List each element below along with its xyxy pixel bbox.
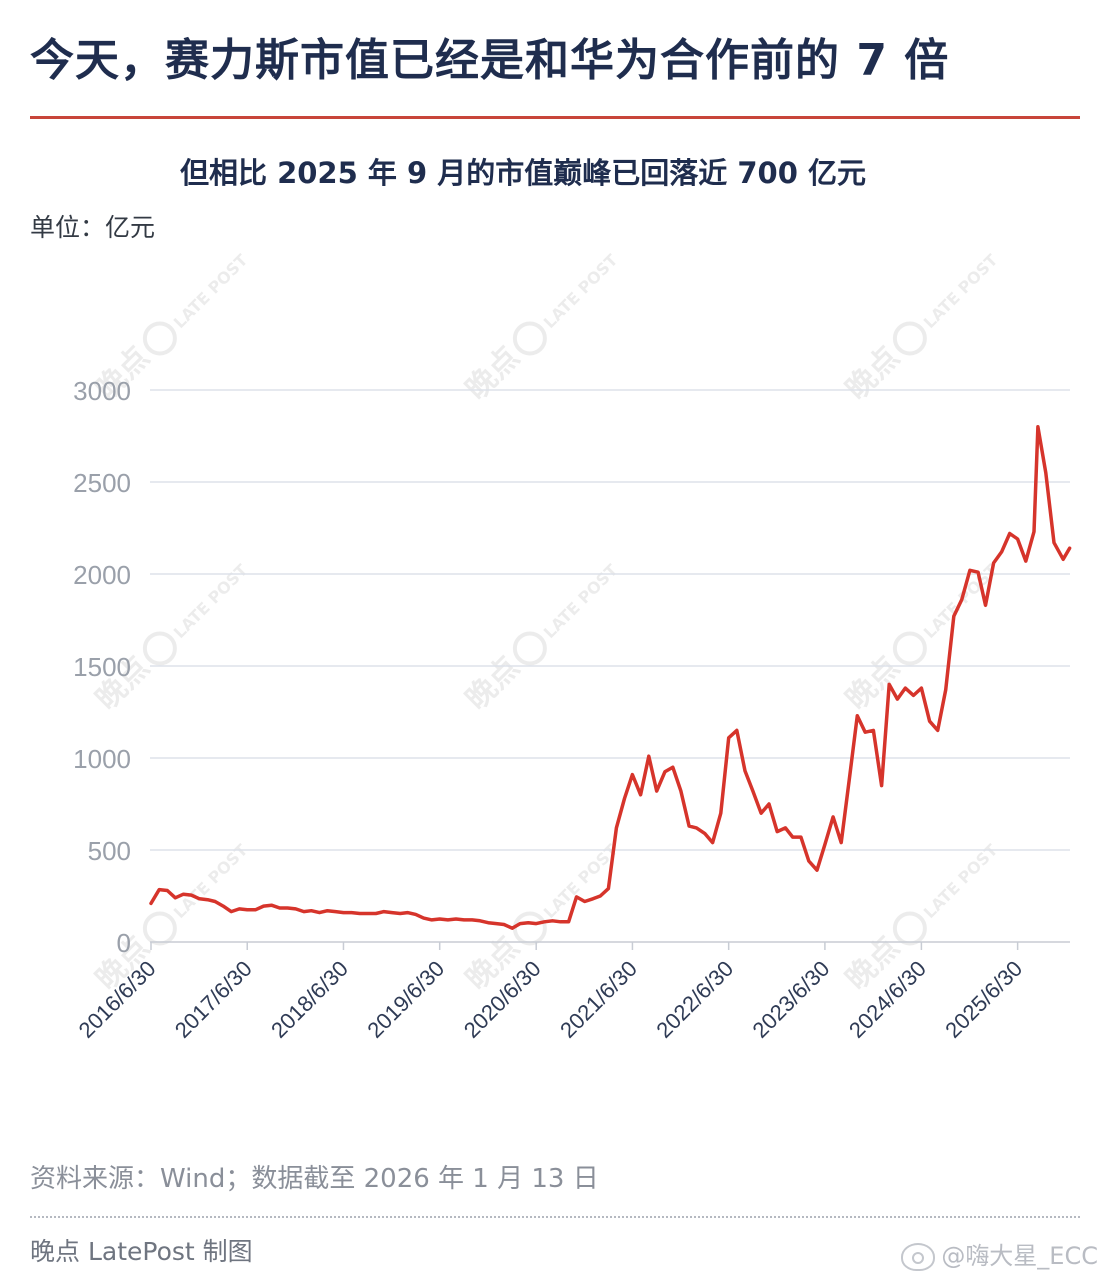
y-tick-label: 3000	[73, 376, 131, 406]
x-tick-label: 2016/6/30	[74, 956, 161, 1043]
x-tick-label: 2023/6/30	[748, 956, 835, 1043]
credit-line: 晚点 LatePost 制图	[30, 1237, 253, 1266]
y-tick-label: 0	[117, 928, 131, 958]
weibo-icon	[901, 1243, 936, 1271]
x-tick-label: 2020/6/30	[459, 956, 546, 1043]
x-tick-label: 2025/6/30	[940, 956, 1027, 1043]
series-layer	[149, 425, 1072, 930]
headline: 今天，赛力斯市值已经是和华为合作前的 7 倍	[30, 35, 950, 86]
y-tick-label: 2000	[73, 560, 131, 590]
x-tick-label: 2022/6/30	[651, 956, 738, 1043]
unit-label: 单位：亿元	[30, 213, 156, 242]
y-tick-label: 2500	[73, 468, 131, 498]
y-tick-label: 500	[88, 836, 131, 866]
y-axis-ticks: 0 500 1000 1500 2000 2500 3000	[73, 376, 131, 958]
y-tick-label: 1500	[73, 652, 131, 682]
x-tick-label: 2019/6/30	[362, 956, 449, 1043]
chart-subtitle: 但相比 2025 年 9 月的市值巅峰已回落近 700 亿元	[179, 156, 866, 190]
title-divider	[30, 116, 1080, 119]
x-tick-label: 2018/6/30	[266, 956, 353, 1043]
x-tick-label: 2017/6/30	[170, 956, 257, 1043]
market-cap-series-line	[149, 425, 1072, 930]
data-source: 资料来源：Wind；数据截至 2026 年 1 月 13 日	[30, 1164, 599, 1194]
market-cap-line-chart: 0 500 1000 1500 2000 2500 3000 2016/6/30 2017/6…	[73, 376, 1072, 1043]
weibo-handle: @嗨大星_ECC	[941, 1242, 1098, 1270]
y-tick-label: 1000	[73, 744, 131, 774]
weibo-watermark: @嗨大星_ECC	[901, 1236, 1098, 1271]
x-tick-label: 2024/6/30	[844, 956, 931, 1043]
gridlines	[150, 389, 1070, 851]
x-tick-label: 2021/6/30	[555, 956, 642, 1043]
x-axis-ticks: 2016/6/30 2017/6/30 2018/6/30 2019/6/30 2020…	[74, 942, 1027, 1043]
footer-divider	[30, 1216, 1080, 1218]
